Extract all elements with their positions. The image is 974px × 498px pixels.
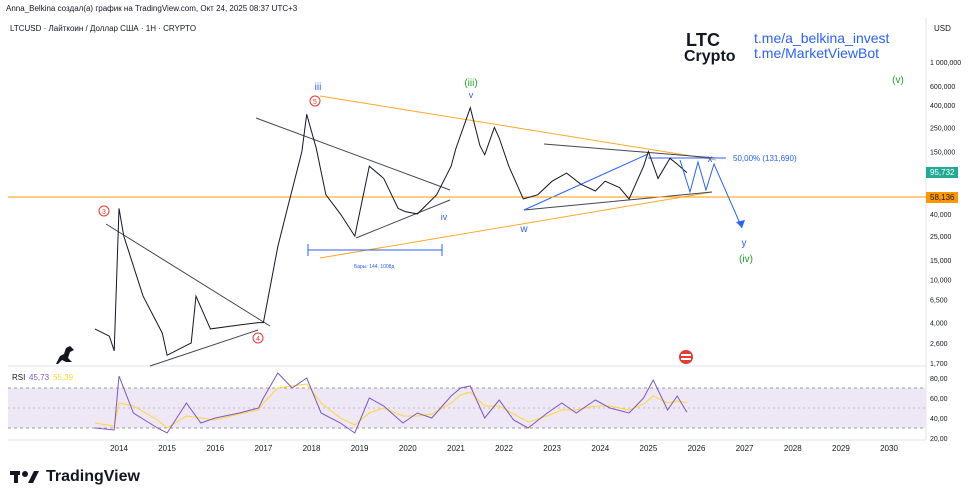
wave-label-5[interactable]: 5 bbox=[313, 99, 317, 106]
time-tick-label[interactable]: 2029 bbox=[832, 444, 850, 453]
rsi-ma-series[interactable] bbox=[94, 383, 687, 429]
wave-label-v[interactable]: v bbox=[469, 90, 474, 100]
price-series[interactable] bbox=[94, 105, 688, 357]
time-axis[interactable]: 2014 2015 2016 2017 2018 2019 2020 2021 2022 2023… bbox=[110, 444, 898, 453]
wave-circle-4 bbox=[252, 332, 264, 344]
wave-label-iv[interactable]: iv bbox=[441, 212, 448, 222]
rsi-legend-title[interactable]: RSI bbox=[12, 373, 25, 382]
time-tick-label[interactable]: 2019 bbox=[351, 444, 369, 453]
chart-author-line: Anna_Belkina создал(а) график на Trading… bbox=[6, 4, 298, 13]
rsi-tick-label[interactable]: 20,00 bbox=[930, 436, 948, 443]
time-tick-label[interactable]: 2027 bbox=[736, 444, 754, 453]
time-tick-label[interactable]: 2020 bbox=[399, 444, 417, 453]
trendline-2[interactable] bbox=[149, 329, 259, 367]
wave-label-iii[interactable]: iii bbox=[315, 82, 322, 93]
projected-wave-path[interactable] bbox=[679, 159, 743, 229]
triangle-lower-line[interactable] bbox=[523, 191, 713, 211]
orange-resistance-line[interactable] bbox=[319, 95, 717, 161]
level-price-badge[interactable] bbox=[926, 192, 958, 203]
time-tick-label[interactable]: 2023 bbox=[543, 444, 561, 453]
rsi-series[interactable] bbox=[94, 372, 688, 434]
time-tick-label[interactable]: 2021 bbox=[447, 444, 465, 453]
rsi-axis[interactable]: 80,00 60,00 40,00 20,00 bbox=[930, 376, 948, 443]
price-tick-label[interactable]: 10,000 bbox=[930, 277, 952, 284]
trendline-4[interactable] bbox=[355, 199, 451, 239]
wave-circle-5 bbox=[309, 95, 321, 107]
wave-label-y[interactable]: y bbox=[742, 238, 747, 249]
time-tick-label[interactable]: 2026 bbox=[688, 444, 706, 453]
orange-support-line[interactable] bbox=[319, 191, 713, 259]
price-tick-label[interactable]: 40,000 bbox=[930, 212, 952, 219]
price-tick-label[interactable]: 2,600 bbox=[930, 341, 948, 348]
rsi-tick-label[interactable]: 60,00 bbox=[930, 396, 948, 403]
price-tick-label[interactable]: 150,000 bbox=[930, 150, 955, 157]
price-tick-label[interactable]: 15,000 bbox=[930, 258, 952, 265]
overlay-title-ltc: LTC bbox=[686, 30, 721, 50]
rsi-tick-label[interactable]: 80,00 bbox=[930, 376, 948, 383]
wave-circle-3 bbox=[98, 205, 110, 217]
current-price-badge[interactable] bbox=[926, 167, 958, 178]
time-tick-label[interactable]: 2016 bbox=[206, 444, 224, 453]
time-tick-label[interactable]: 2015 bbox=[158, 444, 176, 453]
rsi-legend-value: 45,73 bbox=[29, 373, 50, 382]
wave-label-x[interactable]: x bbox=[708, 154, 713, 165]
current-price-text: 95,732 bbox=[930, 168, 955, 177]
price-tick-label[interactable]: 4,000 bbox=[930, 321, 948, 328]
wave-label-w[interactable]: w bbox=[519, 224, 528, 235]
telegram-link-bot[interactable]: t.me/MarketViewBot bbox=[754, 45, 880, 61]
price-tick-label[interactable]: 1 000,000 bbox=[930, 60, 961, 67]
level-price-text: 58,136 bbox=[930, 193, 955, 202]
wave-label-iv-green[interactable]: (iv) bbox=[739, 254, 753, 265]
trendline-3[interactable] bbox=[255, 117, 451, 191]
price-tick-label[interactable]: 600,000 bbox=[930, 84, 955, 91]
price-tick-label[interactable]: 6,500 bbox=[930, 298, 948, 305]
triangle-upper-line[interactable] bbox=[543, 143, 717, 159]
tradingview-footer[interactable]: TradingView bbox=[10, 468, 140, 486]
time-tick-label[interactable]: 2028 bbox=[784, 444, 802, 453]
wave-channel-line[interactable] bbox=[523, 153, 649, 211]
time-tick-label[interactable]: 2018 bbox=[303, 444, 321, 453]
price-tick-label[interactable]: 25,000 bbox=[930, 234, 952, 241]
rsi-tick-label[interactable]: 40,00 bbox=[930, 416, 948, 423]
price-tick-label[interactable]: 1,700 bbox=[930, 361, 948, 368]
date-range-label: Бары: 144, 1008д bbox=[354, 264, 394, 270]
tradingview-logo-icon bbox=[10, 471, 39, 483]
fib-level-label: 50,00% (131,690) bbox=[733, 154, 797, 163]
price-axis[interactable]: 1 000,000600,000400,000250,000150,000100… bbox=[930, 60, 961, 368]
time-tick-label[interactable]: 2025 bbox=[640, 444, 658, 453]
wave-label-v-green[interactable]: (v) bbox=[892, 75, 904, 86]
flag-icon[interactable] bbox=[679, 350, 693, 364]
time-tick-label[interactable]: 2022 bbox=[495, 444, 513, 453]
price-tick-label[interactable]: 400,000 bbox=[930, 103, 955, 110]
price-tick-label[interactable]: 250,000 bbox=[930, 125, 955, 132]
projection-arrowhead bbox=[736, 220, 745, 228]
wave-label-3[interactable]: 3 bbox=[102, 209, 106, 216]
currency-label[interactable]: USD bbox=[934, 24, 951, 33]
wave-label-4[interactable]: 4 bbox=[256, 336, 260, 343]
time-tick-label[interactable]: 2030 bbox=[880, 444, 898, 453]
overlay-title-crypto: Crypto bbox=[684, 48, 736, 65]
tradingview-wordmark: TradingView bbox=[46, 468, 140, 485]
symbol-title[interactable]: LTCUSD · Лайткоин / Доллар США · 1Н · CR… bbox=[10, 24, 197, 33]
time-tick-label[interactable]: 2017 bbox=[255, 444, 273, 453]
trendline-1[interactable] bbox=[105, 223, 271, 327]
wave-label-iii-green[interactable]: (iii) bbox=[464, 78, 477, 89]
time-tick-label[interactable]: 2014 bbox=[110, 444, 128, 453]
telegram-link-invest[interactable]: t.me/a_belkina_invest bbox=[754, 30, 890, 46]
time-tick-label[interactable]: 2024 bbox=[591, 444, 609, 453]
dinosaur-icon bbox=[56, 346, 74, 364]
rsi-legend-ma: 55,39 bbox=[53, 373, 74, 382]
